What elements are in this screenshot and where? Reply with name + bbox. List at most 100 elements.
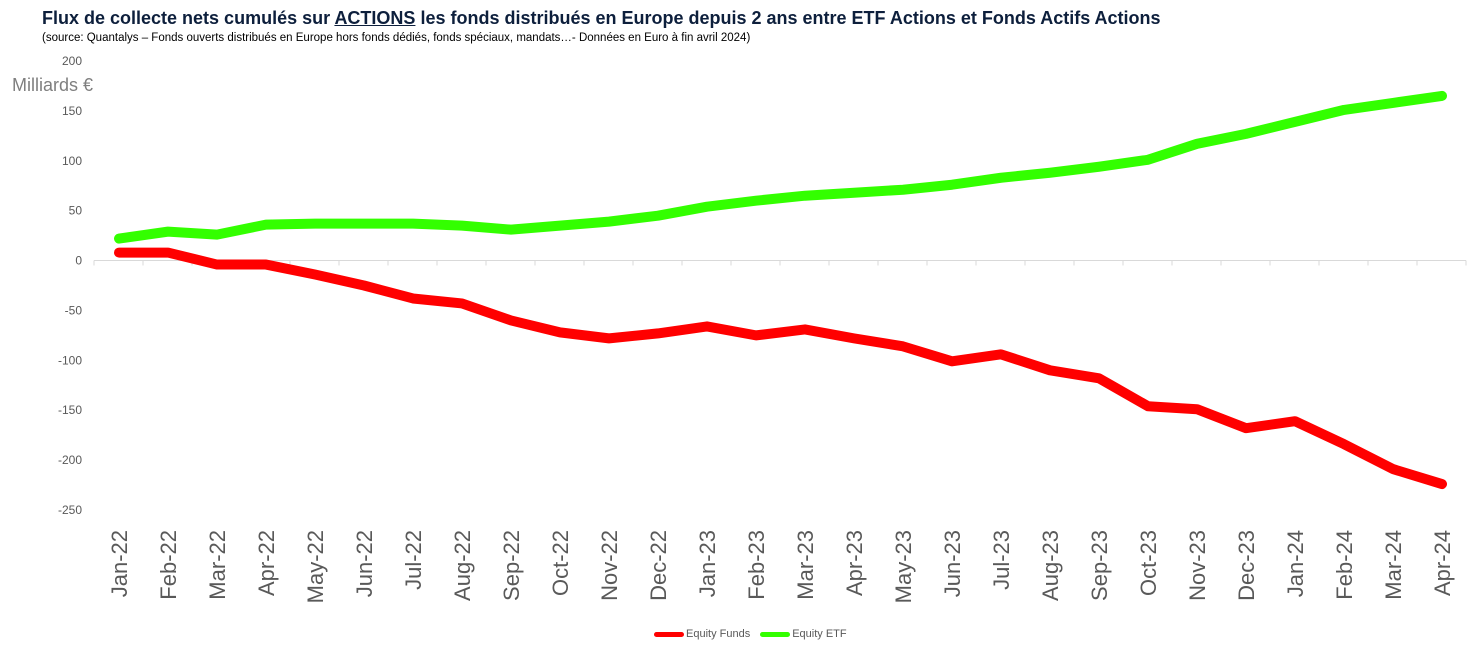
x-tick-label: Sep-22 <box>499 530 524 601</box>
series-line-equity-funds <box>114 247 1447 490</box>
data-point <box>1095 162 1103 171</box>
data-point <box>1144 402 1152 411</box>
legend: Equity Funds Equity ETF <box>654 628 847 640</box>
x-tick-label: Jan-24 <box>1283 530 1308 597</box>
data-point <box>1046 366 1054 375</box>
data-point <box>752 331 760 340</box>
y-tick-label: -100 <box>58 353 82 367</box>
legend-swatch-equity-etf <box>760 631 791 637</box>
x-tick-label: Dec-23 <box>1234 530 1259 601</box>
x-tick-label: Jul-22 <box>401 530 426 590</box>
legend-label-equity-etf: Equity ETF <box>792 628 847 640</box>
data-point <box>360 281 368 290</box>
x-tick-label: Mar-24 <box>1381 530 1406 600</box>
y-tick-label: 0 <box>75 254 82 268</box>
chart-subtitle: (source: Quantalys – Fonds ouverts distr… <box>42 32 751 44</box>
data-point <box>262 260 270 269</box>
data-point <box>1389 465 1397 474</box>
x-tick-label: Oct-22 <box>548 530 573 596</box>
title-emphasis: ACTIONS <box>334 8 416 28</box>
data-point <box>311 270 319 279</box>
y-tick-label: 50 <box>69 204 83 218</box>
x-tick-label: Feb-23 <box>744 530 769 600</box>
x-tick-label: May-22 <box>303 530 328 603</box>
data-point <box>164 248 172 257</box>
title-start: Flux de collecte nets cumulés sur <box>42 8 335 28</box>
x-tick-label: Apr-24 <box>1430 530 1455 596</box>
x-tick-label: Jan-23 <box>695 530 720 597</box>
legend-item-equity-etf[interactable]: Equity ETF <box>760 628 847 640</box>
x-tick-label: Jun-23 <box>940 530 965 597</box>
y-tick-label: -150 <box>58 403 82 417</box>
data-point <box>507 316 515 325</box>
data-point <box>1438 91 1446 100</box>
data-point <box>1438 480 1446 489</box>
data-point <box>801 325 809 334</box>
data-point <box>605 217 613 226</box>
data-point <box>262 220 270 229</box>
data-point <box>605 334 613 343</box>
data-point <box>556 221 564 230</box>
data-point <box>458 299 466 308</box>
data-point <box>654 211 662 220</box>
x-tick-label: Sep-23 <box>1087 530 1112 601</box>
legend-swatch-equity-funds <box>654 631 684 637</box>
data-point <box>213 260 221 269</box>
data-point <box>801 191 809 200</box>
legend-label-equity-funds: Equity Funds <box>686 628 751 640</box>
data-point <box>1340 105 1348 114</box>
data-point <box>654 329 662 338</box>
series-line-equity-etf <box>114 90 1447 244</box>
data-point <box>458 221 466 230</box>
data-point <box>409 219 417 228</box>
x-tick-label: Jul-23 <box>989 530 1014 590</box>
y-tick-label: 100 <box>62 154 82 168</box>
legend-item-equity-funds[interactable]: Equity Funds <box>654 628 750 640</box>
x-tick-label: Mar-22 <box>205 530 230 600</box>
y-tick-label: -200 <box>58 453 82 467</box>
data-point <box>948 180 956 189</box>
x-tick-label: May-23 <box>891 530 916 603</box>
data-point <box>409 294 417 303</box>
data-point <box>1291 417 1299 426</box>
data-point <box>997 350 1005 359</box>
x-tick-label: Aug-22 <box>450 530 475 601</box>
y-tick-label: 200 <box>62 54 82 68</box>
data-point <box>1193 139 1201 148</box>
x-tick-label: Apr-22 <box>254 530 279 596</box>
data-point <box>311 219 319 228</box>
data-point <box>948 357 956 366</box>
y-tick-label: -50 <box>65 303 83 317</box>
data-point <box>360 219 368 228</box>
x-tick-label: Feb-24 <box>1332 530 1357 600</box>
data-point <box>1242 129 1250 138</box>
data-point <box>556 328 564 337</box>
data-point <box>1389 98 1397 107</box>
data-point <box>1193 405 1201 414</box>
data-point <box>899 342 907 351</box>
data-point <box>850 188 858 197</box>
data-point <box>850 334 858 343</box>
data-point <box>1291 117 1299 126</box>
data-point <box>1095 374 1103 383</box>
x-tick-label: Mar-23 <box>793 530 818 600</box>
data-point <box>1046 168 1054 177</box>
x-tick-label: Jan-22 <box>107 530 132 597</box>
x-tick-label: Nov-23 <box>1185 530 1210 601</box>
data-point <box>899 185 907 194</box>
y-axis-unit-label: Milliards € <box>12 75 93 95</box>
data-point <box>115 234 123 243</box>
data-point <box>997 173 1005 182</box>
data-point <box>1144 155 1152 164</box>
data-point <box>703 202 711 211</box>
x-tick-label: Apr-23 <box>842 530 867 596</box>
y-tick-label: -250 <box>58 503 82 517</box>
x-tick-label: Feb-22 <box>156 530 181 600</box>
data-point <box>507 225 515 234</box>
x-tick-label: Oct-23 <box>1136 530 1161 596</box>
title-end: les fonds distribués en Europe depuis 2 … <box>415 8 1161 28</box>
data-point <box>164 227 172 236</box>
x-tick-label: Jun-22 <box>352 530 377 597</box>
data-point <box>115 248 123 257</box>
